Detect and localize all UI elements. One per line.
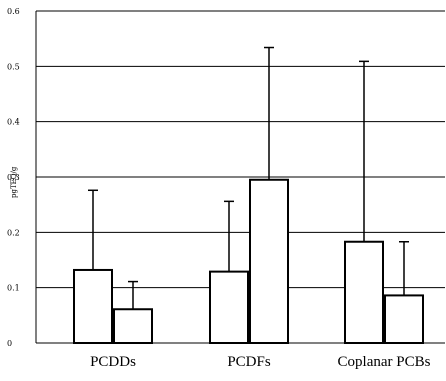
x-tick-label: PCDFs [227,354,271,370]
y-tick-label: 0.5 [7,62,20,71]
y-tick-label: 0.4 [7,118,20,127]
y-tick-label: 0.2 [7,228,20,237]
bar-pcdfs-2 [249,178,289,344]
y-tick-label: 0.6 [7,7,20,16]
y-tick-label: 0.3 [7,173,20,182]
bar-pcdds-2 [113,308,153,345]
bar-pcdds-1 [73,268,113,344]
y-tick-label: 0 [7,339,12,348]
bar-coplanar-pcbs-1 [344,240,384,345]
error-bars [88,46,409,310]
x-tick-label: Coplanar PCBs [338,354,431,370]
y-axis-label: pgTEQ/g [10,166,18,198]
bar-pcdfs-1 [209,270,249,344]
y-tick-labels: 0 0.1 0.2 0.3 0.4 0.5 0.6 [7,7,20,348]
x-tick-label: PCDDs [90,354,136,370]
bar-coplanar-pcbs-2 [384,294,424,344]
y-tick-label: 0.1 [7,284,20,293]
x-tick-labels: PCDDs PCDFs Coplanar PCBs [90,354,431,370]
axes [35,11,445,344]
bars [73,178,424,345]
